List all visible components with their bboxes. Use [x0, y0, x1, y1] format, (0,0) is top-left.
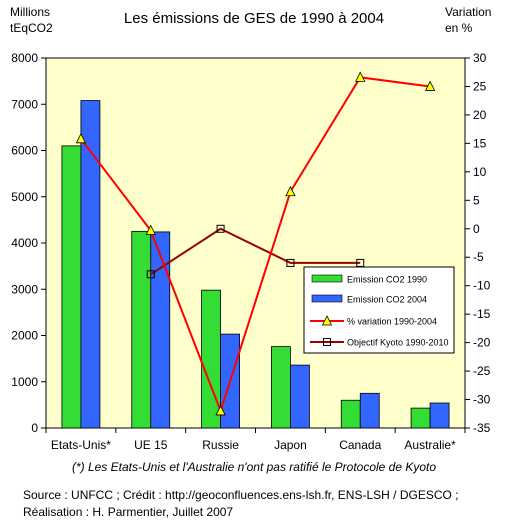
- left-tick-label: 0: [31, 421, 38, 435]
- legend-swatch: [311, 274, 343, 283]
- right-tick-label: -25: [473, 364, 491, 378]
- bar-1990: [61, 145, 82, 429]
- x-tick-label: Canada: [339, 438, 381, 452]
- right-tick-label: 15: [473, 136, 487, 150]
- left-tick-label: 3000: [11, 282, 38, 296]
- legend-label: % variation 1990-2004: [347, 317, 437, 327]
- variation-marker: [145, 224, 156, 235]
- footnote: (*) Les Etats-Unis et l'Australie n'ont …: [71, 460, 437, 474]
- right-tick-label: -15: [473, 307, 491, 321]
- bar-2004: [80, 100, 101, 429]
- legend-label: Emission CO2 2004: [347, 295, 427, 305]
- legend-marker: [323, 338, 331, 346]
- kyoto-marker: [356, 258, 365, 267]
- bar-2004: [429, 402, 450, 429]
- x-tick-label: Etats-Unis*: [51, 438, 111, 452]
- source-credit: Source : UNFCC ; Crédit : http://geoconf…: [23, 488, 459, 519]
- x-tick-label: Australie*: [404, 438, 456, 452]
- chart-title: Les émissions de GES de 1990 à 2004: [123, 10, 385, 27]
- bar-2004: [150, 231, 171, 429]
- variation-marker: [285, 185, 296, 197]
- right-tick-label: -35: [473, 421, 491, 435]
- kyoto-marker: [216, 224, 225, 233]
- variation-marker: [75, 132, 87, 144]
- left-tick-label: 4000: [11, 236, 38, 250]
- right-axis-unit: Variation en %: [445, 5, 492, 35]
- legend-label: Emission CO2 1990: [347, 275, 427, 285]
- bar-1990: [131, 231, 152, 429]
- bar-1990: [340, 399, 361, 429]
- legend: Emission CO2 1990 Emission CO2 2004 % vari…: [303, 266, 455, 354]
- right-tick-label: 30: [473, 51, 487, 65]
- right-tick-label: -30: [473, 393, 491, 407]
- legend-swatch: [311, 294, 343, 303]
- left-tick-label: 6000: [11, 144, 38, 158]
- variation-marker: [424, 80, 436, 91]
- variation-marker: [215, 405, 226, 416]
- kyoto-line: [150, 227, 361, 276]
- plot-area: [45, 57, 466, 429]
- left-tick-label: 2000: [11, 329, 38, 343]
- right-tick-label: 25: [473, 79, 487, 93]
- kyoto-marker: [146, 270, 155, 279]
- bar-1990: [201, 289, 221, 429]
- bar-1990: [410, 407, 431, 429]
- left-tick-label: 7000: [11, 97, 38, 111]
- left-axis-unit: Millions tEqCO2: [10, 5, 53, 35]
- right-tick-label: 20: [473, 108, 487, 122]
- x-tick-label: Japon: [274, 438, 307, 452]
- bar-2004: [359, 392, 380, 429]
- legend-label: Objectif Kyoto 1990-2010: [347, 338, 449, 348]
- variation-line: [80, 76, 431, 414]
- right-tick-label: 10: [473, 165, 487, 179]
- right-tick-label: 5: [473, 193, 480, 207]
- legend-marker: [321, 315, 333, 326]
- right-tick-label: -5: [473, 250, 484, 264]
- bar-1990: [271, 346, 291, 429]
- bar-2004: [290, 364, 310, 429]
- right-tick-label: 0: [473, 222, 480, 236]
- right-tick-label: -10: [473, 279, 491, 293]
- kyoto-marker: [286, 258, 295, 267]
- left-tick-label: 1000: [11, 375, 38, 389]
- x-tick-label: UE 15: [134, 438, 168, 452]
- x-tick-label: Russie: [202, 438, 239, 452]
- variation-marker: [355, 71, 366, 82]
- right-tick-label: -20: [473, 336, 491, 350]
- left-tick-label: 5000: [11, 190, 38, 204]
- left-tick-label: 8000: [11, 51, 38, 65]
